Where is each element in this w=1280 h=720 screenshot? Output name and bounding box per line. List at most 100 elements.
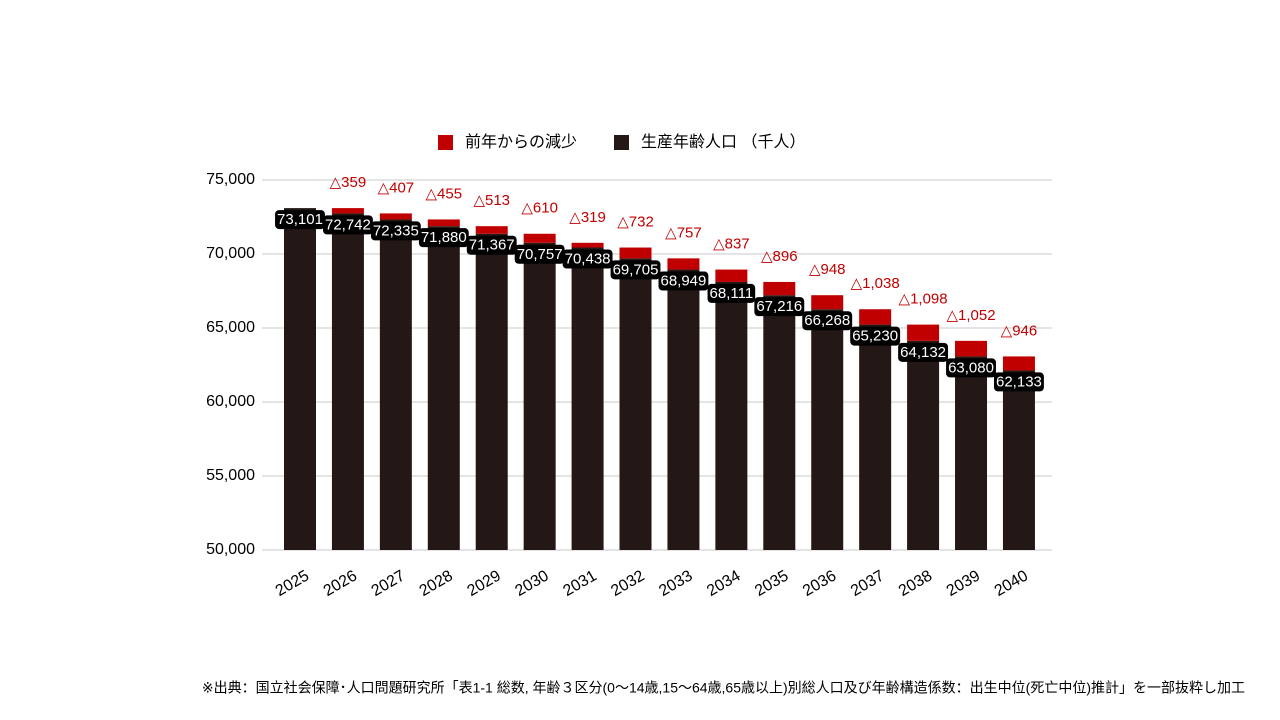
value-label: △948 — [809, 261, 846, 278]
value-label: △757 — [665, 224, 702, 241]
value-label-bg — [275, 210, 325, 230]
value-label: 70,757 — [517, 246, 563, 263]
value-label: 64,132 — [900, 344, 946, 361]
value-label: 71,367 — [469, 237, 515, 254]
value-label-group: 68,111 — [707, 283, 756, 303]
value-label: 68,949 — [660, 273, 706, 290]
value-label-group: 70,757 — [514, 244, 565, 264]
bar-segment — [859, 309, 892, 325]
x-tick-label: 2036 — [800, 567, 839, 600]
legend-label: 生産年齢人口 （千人） — [641, 133, 805, 151]
value-label-bg — [802, 311, 853, 331]
value-label-group: 73,101 — [275, 210, 325, 230]
x-tick-label: 2040 — [992, 567, 1031, 600]
bar-segment — [619, 247, 652, 259]
bar-segment — [907, 340, 940, 550]
bar-segment — [715, 281, 748, 550]
bar-segment — [523, 242, 556, 551]
value-label: 63,080 — [948, 359, 994, 376]
value-label: 67,216 — [756, 298, 802, 315]
bar-segment — [379, 213, 412, 220]
bar-segment — [955, 356, 988, 550]
bar-segment — [427, 219, 460, 227]
value-label-group: 72,742 — [322, 215, 373, 235]
value-label-bg — [562, 249, 613, 269]
bar-segment — [1002, 370, 1035, 550]
value-label-bg — [322, 215, 373, 235]
value-label: 65,230 — [852, 328, 898, 345]
value-label-group: 66,268 — [802, 311, 853, 331]
value-label: △1,098 — [899, 291, 948, 308]
value-label-bg — [754, 297, 805, 317]
bar-segment — [811, 295, 844, 310]
legend-swatch — [614, 135, 629, 150]
value-label: 66,268 — [804, 312, 850, 329]
bar-segment — [619, 258, 652, 550]
value-label: 73,101 — [277, 211, 323, 228]
value-label-bg — [898, 342, 949, 362]
bar-segment — [763, 281, 796, 296]
value-label: △1,038 — [851, 275, 900, 292]
value-label-bg — [418, 228, 469, 248]
bar-segment — [523, 233, 556, 243]
value-label: △1,052 — [946, 307, 995, 324]
value-label-bg — [994, 372, 1044, 392]
bar-segment — [475, 233, 508, 550]
value-label-group: 65,230 — [850, 326, 901, 346]
bar-segment — [331, 208, 364, 214]
value-label-bg — [850, 326, 901, 346]
value-label: 62,133 — [996, 373, 1042, 390]
x-tick-label: 2039 — [944, 567, 983, 600]
value-label-group: 69,705 — [610, 260, 661, 280]
bar-segment — [379, 219, 412, 550]
x-tick-label: 2025 — [273, 567, 312, 600]
value-label-bg — [707, 283, 756, 303]
x-tick-label: 2027 — [369, 567, 408, 600]
value-label-bg — [658, 271, 709, 291]
y-tick-label: 50,000 — [206, 541, 255, 558]
value-label: △455 — [426, 185, 463, 202]
bar-segment — [715, 269, 748, 282]
y-tick-label: 70,000 — [206, 245, 255, 262]
value-label-bg — [370, 221, 421, 241]
value-label: 70,438 — [565, 250, 611, 267]
value-label: △896 — [761, 248, 798, 265]
value-label: △359 — [330, 174, 367, 191]
value-label: △946 — [1001, 322, 1038, 339]
x-tick-label: 2035 — [752, 567, 791, 600]
bar-segment — [571, 247, 604, 551]
bar-segment — [907, 324, 940, 341]
value-label: △732 — [617, 214, 654, 231]
bar-segment — [475, 226, 508, 234]
y-tick-label: 55,000 — [206, 467, 255, 484]
value-label-group: 71,367 — [466, 235, 517, 255]
bar-segment — [427, 226, 460, 550]
value-label: △610 — [521, 200, 558, 217]
bar-segment — [955, 340, 988, 357]
bar-segment — [331, 213, 364, 550]
x-tick-label: 2037 — [848, 567, 887, 600]
value-label: 72,335 — [373, 222, 419, 239]
legend-label: 前年からの減少 — [465, 133, 577, 151]
bar-segment — [859, 324, 892, 550]
y-tick-label: 60,000 — [206, 393, 255, 410]
value-label: 72,742 — [325, 216, 371, 233]
value-label-group: 71,880 — [418, 228, 469, 248]
value-label-group: 70,438 — [562, 249, 613, 269]
x-tick-label: 2032 — [608, 567, 647, 600]
value-label-group: 62,133 — [994, 372, 1044, 392]
value-label: 71,880 — [421, 229, 467, 246]
y-tick-label: 75,000 — [206, 171, 255, 188]
value-label: △837 — [713, 236, 750, 253]
bar-segment — [1002, 356, 1035, 371]
x-tick-label: 2026 — [321, 567, 360, 600]
bar-segment — [667, 258, 700, 270]
bar-segment — [763, 295, 796, 550]
value-label: △407 — [378, 179, 415, 196]
value-label-bg — [610, 260, 661, 280]
value-label-bg — [466, 235, 517, 255]
value-label: 69,705 — [613, 261, 659, 278]
value-label-group: 63,080 — [946, 358, 996, 378]
value-label-bg — [514, 244, 565, 264]
